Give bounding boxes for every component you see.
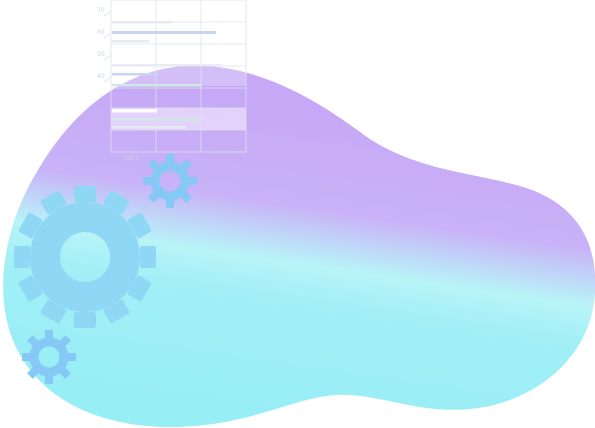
chart-bar: [112, 84, 202, 87]
tick-label: 60: [97, 29, 105, 36]
chart-bar: [112, 21, 172, 24]
chart-bar: [112, 73, 158, 76]
chart-bar: [112, 126, 186, 129]
chart-faint-band: [111, 66, 246, 86]
gear-icon-large: [14, 186, 156, 328]
chart-panel: 70 60 50 40 2012: [97, 0, 247, 162]
chart-bar: [112, 31, 216, 34]
chart-bar: [112, 109, 157, 113]
chart-bar: [112, 40, 149, 43]
tick-label: 50: [97, 51, 105, 58]
chart-ticks: [103, 10, 112, 83]
background-blob: [3, 65, 595, 428]
chart-bar: [112, 64, 222, 66]
tick-label: 70: [97, 7, 105, 14]
tick-label: 40: [97, 73, 105, 80]
tick-label: 2012: [124, 155, 139, 162]
chart-bar: [112, 118, 202, 121]
